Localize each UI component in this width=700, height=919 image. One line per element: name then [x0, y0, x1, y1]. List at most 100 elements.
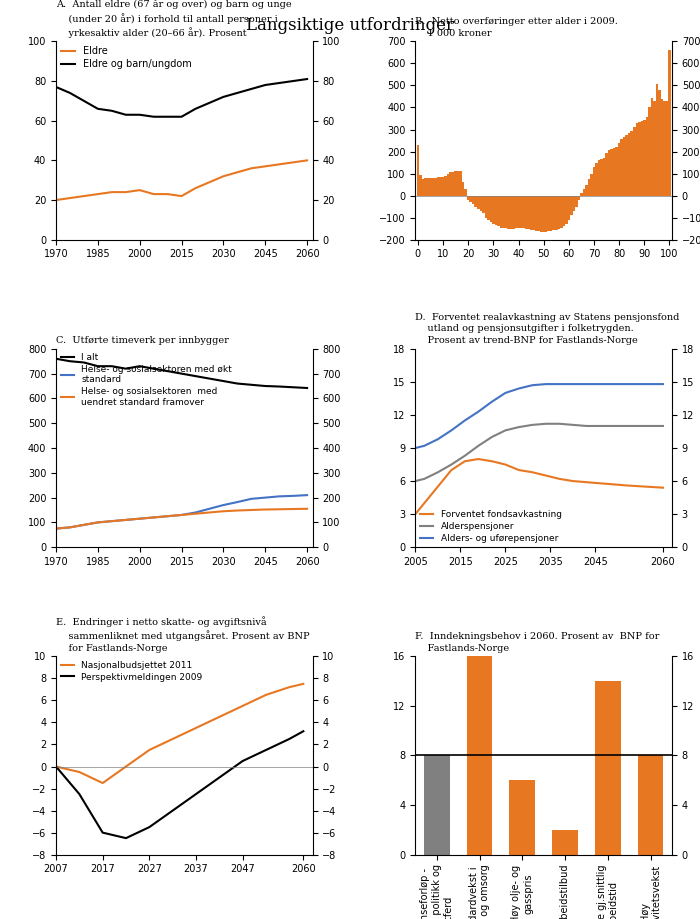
Bar — [424, 755, 449, 855]
Bar — [437, 177, 439, 196]
Bar — [457, 172, 459, 196]
Bar — [484, 196, 487, 218]
Bar — [540, 196, 542, 232]
Bar — [638, 122, 640, 196]
Bar — [416, 145, 419, 196]
Bar — [500, 196, 502, 228]
Bar — [620, 140, 623, 196]
Bar — [648, 108, 650, 196]
Bar — [560, 196, 563, 228]
Bar — [538, 196, 540, 232]
Text: Langsiktige utfordringer: Langsiktige utfordringer — [246, 17, 454, 33]
Bar — [650, 97, 653, 196]
Bar — [585, 185, 588, 196]
Bar — [555, 196, 557, 230]
Bar — [608, 151, 610, 196]
Legend: I alt, Helse- og sosialsektoren med økt
standard, Helse- og sosialsektoren  med
: I alt, Helse- og sosialsektoren med økt … — [60, 353, 232, 406]
Bar — [512, 196, 514, 229]
Bar — [661, 98, 663, 196]
Bar — [603, 158, 606, 196]
Bar — [522, 196, 525, 228]
Bar — [593, 167, 595, 196]
Bar — [663, 101, 666, 196]
Bar — [449, 173, 452, 196]
Bar — [447, 174, 449, 196]
Bar — [527, 196, 530, 229]
Bar — [595, 681, 621, 855]
Bar — [462, 182, 464, 196]
Bar — [459, 171, 462, 196]
Bar — [552, 196, 555, 231]
Bar — [525, 196, 527, 229]
Bar — [547, 196, 550, 232]
Bar — [563, 196, 565, 226]
Bar — [472, 196, 475, 204]
Bar — [573, 196, 575, 211]
Bar — [550, 196, 552, 231]
Bar — [427, 178, 429, 196]
Bar — [514, 196, 517, 228]
Bar — [628, 133, 631, 196]
Bar — [510, 780, 535, 855]
Bar — [520, 196, 522, 228]
Bar — [432, 177, 434, 196]
Bar — [454, 172, 457, 196]
Bar — [590, 174, 593, 196]
Bar — [668, 51, 671, 196]
Bar — [508, 196, 510, 229]
Text: A.  Antall eldre (67 år og over) og barn og unge
    (under 20 år) i forhold til: A. Antall eldre (67 år og over) og barn … — [56, 0, 292, 38]
Bar — [633, 128, 636, 196]
Bar — [535, 196, 538, 231]
Bar — [623, 137, 625, 196]
Bar — [497, 196, 500, 226]
Bar — [631, 130, 633, 196]
Bar — [601, 159, 603, 196]
Bar — [442, 177, 444, 196]
Text: E.  Endringer i netto skatte- og avgiftsnivå
    sammenliknet med utgangsåret. P: E. Endringer i netto skatte- og avgiftsn… — [56, 616, 309, 652]
Bar — [582, 189, 585, 196]
Bar — [568, 196, 570, 220]
Bar — [653, 101, 656, 196]
Bar — [595, 163, 598, 196]
Bar — [495, 196, 497, 225]
Bar — [615, 147, 618, 196]
Bar — [517, 196, 520, 228]
Text: D.  Forventet realavkastning av Statens pensjonsfond
    utland og pensjonsutgif: D. Forventet realavkastning av Statens p… — [415, 312, 680, 346]
Text: F.  Inndekningsbehov i 2060. Prosent av  BNP for
    Fastlands-Norge: F. Inndekningsbehov i 2060. Prosent av B… — [415, 632, 659, 652]
Bar — [578, 196, 580, 200]
Bar — [470, 196, 472, 202]
Bar — [570, 196, 573, 215]
Bar — [477, 196, 480, 209]
Bar — [532, 196, 535, 231]
Bar — [489, 196, 492, 222]
Bar — [552, 830, 578, 855]
Bar — [656, 85, 658, 196]
Bar — [480, 196, 482, 211]
Bar — [613, 148, 615, 196]
Bar — [575, 196, 578, 207]
Text: B.  Netto overføringer etter alder i 2009.
    1 000 kroner: B. Netto overføringer etter alder i 2009… — [415, 17, 618, 38]
Bar — [636, 123, 638, 196]
Bar — [452, 172, 454, 196]
Bar — [492, 196, 495, 224]
Bar — [467, 656, 492, 855]
Bar — [429, 178, 432, 196]
Bar — [424, 178, 427, 196]
Bar — [434, 177, 437, 196]
Bar — [475, 196, 477, 207]
Bar — [610, 150, 613, 196]
Bar — [565, 196, 568, 224]
Bar — [482, 196, 484, 213]
Text: C.  Utførte timeverk per innbygger: C. Utførte timeverk per innbygger — [56, 336, 229, 346]
Bar — [545, 196, 547, 232]
Bar — [645, 118, 648, 196]
Bar — [505, 196, 508, 228]
Bar — [618, 142, 620, 196]
Bar — [580, 193, 582, 196]
Bar — [467, 196, 470, 200]
Bar — [625, 135, 628, 196]
Bar — [588, 179, 590, 196]
Bar — [502, 196, 505, 228]
Bar — [598, 161, 601, 196]
Bar — [658, 90, 661, 196]
